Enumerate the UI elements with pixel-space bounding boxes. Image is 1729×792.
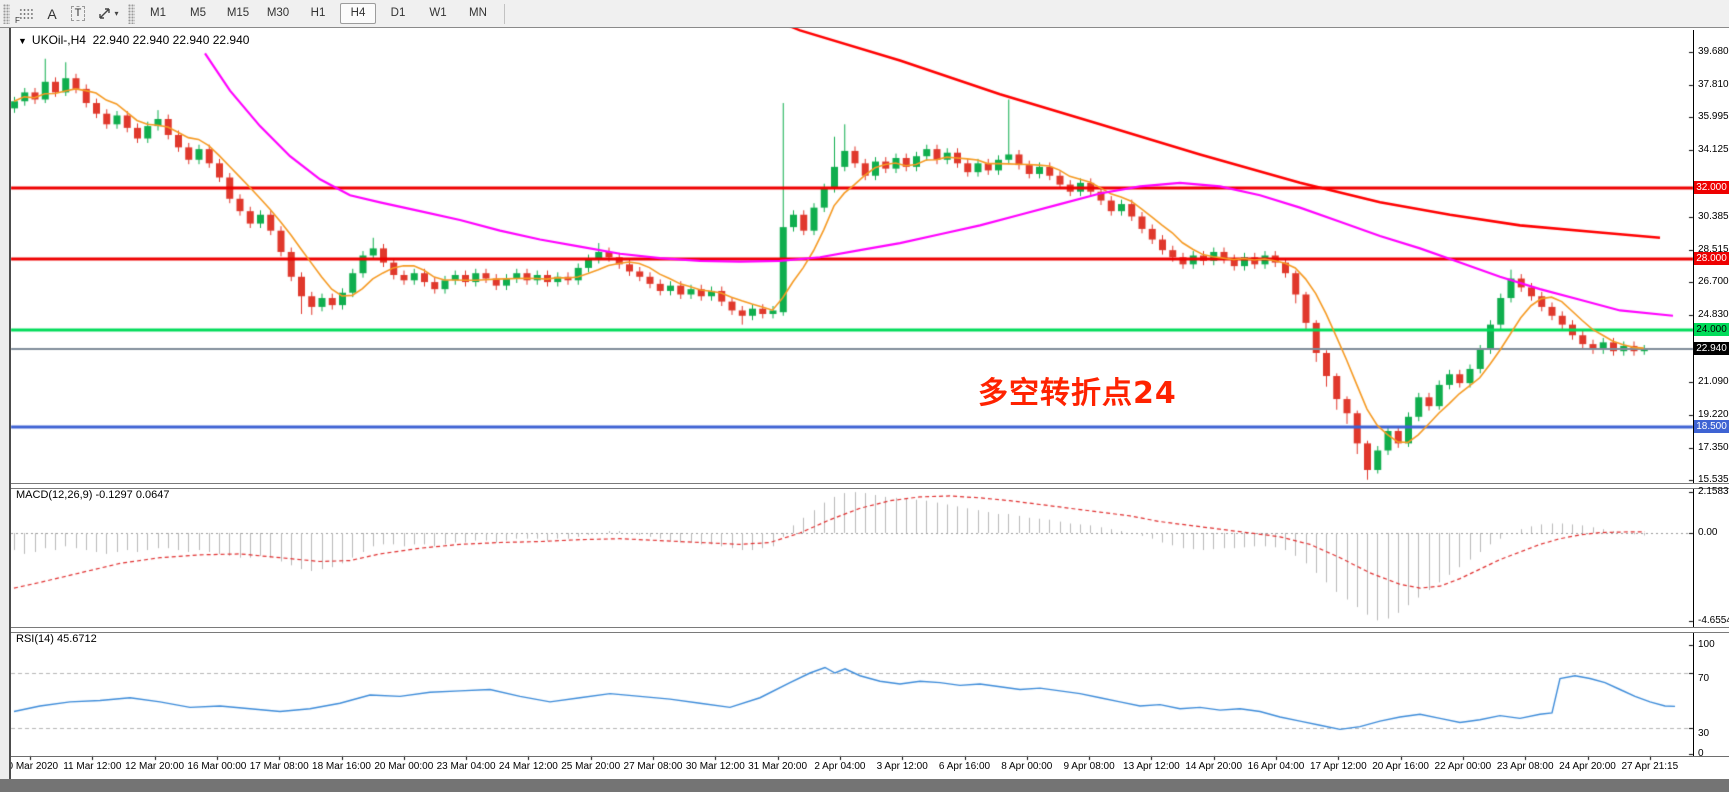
tf-button-mn[interactable]: MN: [469, 7, 487, 19]
chart-annotation-text[interactable]: 多空转折点24: [978, 376, 1177, 411]
label-tool-icon: A: [47, 5, 57, 22]
time-axis-label: 10 Mar 2020: [1, 761, 59, 772]
tf-button-w1[interactable]: W1: [429, 7, 447, 19]
icon-letter-f: F: [15, 15, 20, 25]
label-tool-button[interactable]: A: [39, 3, 65, 25]
time-axis-label: 23 Mar 04:00: [436, 761, 496, 772]
toolbar-separator: [504, 3, 505, 24]
rsi-label: RSI(14) 45.6712: [16, 633, 97, 645]
time-axis-label: 14 Apr 20:00: [1185, 761, 1243, 772]
time-axis-label: 27 Mar 08:00: [623, 761, 683, 772]
macd-tick-label: 0.00: [1698, 527, 1718, 538]
price-level-label: 28.000: [1694, 252, 1729, 266]
time-axis-label: 27 Apr 21:15: [1621, 761, 1679, 772]
time-axis-label: 24 Apr 20:00: [1559, 761, 1616, 772]
tf-button-h4[interactable]: H4: [340, 3, 376, 24]
toolbar-grip2[interactable]: [128, 3, 135, 24]
tf-button-m30[interactable]: M30: [266, 7, 290, 19]
time-axis-label: 6 Apr 16:00: [938, 761, 991, 772]
panel-separator-macd[interactable]: [0, 483, 1729, 489]
text-tool-button[interactable]: T: [65, 3, 91, 25]
time-axis-label: 16 Apr 04:00: [1247, 761, 1305, 772]
window-bottom-edge: [0, 779, 1729, 792]
arrow-tools-button[interactable]: ▾: [91, 3, 125, 25]
rsi-tick-label: 70: [1698, 673, 1710, 684]
price-scale-border: [1693, 30, 1694, 756]
dropdown-caret-icon[interactable]: ▾: [114, 9, 119, 18]
toolbar: F A T ▾ M1 M5 M15 M30 H1 H4 D1 W1 MN: [0, 0, 1729, 28]
price-tick-label: 39.680: [1698, 46, 1729, 57]
price-level-label: 24.000: [1694, 322, 1729, 336]
price-tick-label: 37.810: [1698, 79, 1729, 91]
price-level-label: 18.500: [1694, 420, 1729, 434]
price-tick-label: 34.125: [1698, 144, 1729, 156]
tf-button-m1[interactable]: M1: [150, 7, 166, 19]
dot-grid-icon: [18, 7, 34, 20]
time-axis-label: 25 Mar 20:00: [561, 761, 621, 772]
price-level-label: 22.940: [1694, 341, 1729, 355]
time-axis-label: 17 Apr 12:00: [1309, 761, 1367, 772]
timeframe-group: M1 M5 M15 M30 H1 H4 D1 W1 MN: [138, 0, 498, 27]
chart-title: ▼ UKOil-,H4 22.940 22.940 22.940 22.940: [18, 33, 249, 47]
time-axis-label: 11 Mar 12:00: [63, 761, 122, 772]
toolbar-grip[interactable]: [3, 3, 10, 24]
time-axis-label: 31 Mar 20:00: [748, 761, 808, 772]
macd-label: MACD(12,26,9) -0.1297 0.0647: [16, 489, 170, 501]
price-tick-label: 21.090: [1698, 375, 1729, 387]
rsi-tick-label: 0: [1698, 748, 1704, 759]
tf-button-m5[interactable]: M5: [190, 7, 206, 19]
symbol-period-label: UKOil-,H4: [31, 33, 86, 47]
price-tick-label: 17.350: [1698, 441, 1729, 453]
time-axis-label: 18 Mar 16:00: [312, 761, 371, 772]
ohlc-values: 22.940 22.940 22.940 22.940: [92, 33, 250, 47]
diagonal-arrows-icon: [99, 8, 111, 19]
chart-grid-button[interactable]: F: [13, 3, 39, 25]
rsi-tick-label: 100: [1698, 639, 1715, 650]
time-axis-label: 17 Mar 08:00: [249, 761, 309, 772]
chart-left-frame: [0, 28, 11, 792]
macd-tick-label: -4.6554: [1698, 615, 1729, 627]
time-axis-label: 13 Apr 12:00: [1123, 761, 1180, 772]
price-tick-label: 26.700: [1698, 276, 1729, 288]
time-axis-label: 23 Apr 08:00: [1496, 761, 1554, 772]
price-tick-label: 28.515: [1698, 243, 1729, 255]
rsi-tick-label: 30: [1698, 728, 1710, 739]
time-axis-label: 8 Apr 00:00: [1001, 761, 1053, 772]
text-tool-icon: T: [70, 6, 86, 21]
tf-button-h1[interactable]: H1: [310, 7, 326, 19]
time-axis-label: 12 Mar 20:00: [125, 761, 185, 772]
time-axis-label: 9 Apr 08:00: [1063, 761, 1115, 772]
time-axis-label: 22 Apr 00:00: [1434, 761, 1492, 772]
price-tick-label: 19.220: [1698, 408, 1729, 420]
time-axis-label: 20 Mar 00:00: [374, 761, 434, 772]
time-axis-label: 16 Mar 00:00: [187, 761, 247, 772]
price-tick-label: 24.830: [1698, 309, 1729, 321]
time-axis-label: 30 Mar 12:00: [685, 761, 745, 772]
tf-button-m15[interactable]: M15: [226, 7, 250, 19]
time-axis-label: 3 Apr 12:00: [876, 761, 928, 772]
price-level-label: 32.000: [1694, 181, 1729, 195]
time-axis-label: 2 Apr 04:00: [814, 761, 866, 772]
title-caret-icon[interactable]: ▼: [18, 36, 27, 46]
panel-separator-rsi[interactable]: [0, 627, 1729, 633]
price-tick-label: 35.995: [1698, 111, 1729, 123]
time-axis-label: 20 Apr 16:00: [1372, 761, 1429, 772]
tf-button-d1[interactable]: D1: [390, 7, 406, 19]
price-tick-label: 15.535: [1698, 473, 1729, 485]
macd-tick-label: 2.1583: [1698, 485, 1729, 497]
time-axis-line: [0, 756, 1729, 757]
price-tick-label: 30.385: [1698, 210, 1729, 222]
time-axis-label: 24 Mar 12:00: [498, 761, 558, 772]
